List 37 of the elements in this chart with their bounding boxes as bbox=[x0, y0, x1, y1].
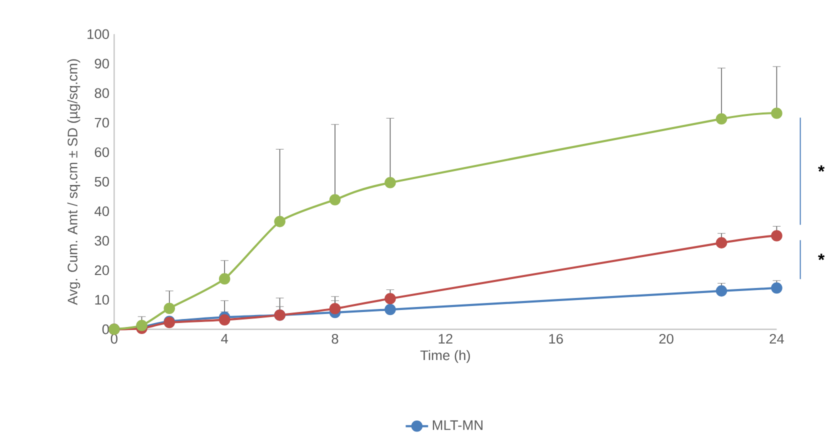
point bbox=[218, 273, 230, 284]
point bbox=[716, 237, 728, 248]
point bbox=[164, 302, 176, 314]
y-tick-label: 100 bbox=[88, 29, 109, 39]
point bbox=[384, 176, 396, 188]
point bbox=[384, 292, 396, 304]
point bbox=[329, 302, 341, 314]
y-tick-label: 40 bbox=[94, 206, 109, 216]
x-tick-label: 24 bbox=[770, 334, 784, 344]
y-tick-label: 90 bbox=[94, 58, 109, 68]
y-tick-label: 80 bbox=[94, 88, 109, 98]
y-axis-title: Avg. Cum. Amt / sq.cm ± SD (µg/sq.cm) bbox=[67, 59, 80, 305]
y-tick-label: 0 bbox=[102, 324, 109, 334]
y-tick-label: 70 bbox=[94, 118, 109, 128]
point bbox=[218, 314, 230, 326]
point bbox=[771, 108, 782, 119]
point bbox=[716, 113, 728, 124]
point bbox=[716, 285, 728, 297]
point bbox=[329, 194, 341, 206]
x-tick-label: 16 bbox=[549, 334, 563, 344]
point bbox=[771, 230, 782, 242]
text: * bbox=[818, 165, 825, 172]
point bbox=[384, 304, 396, 316]
y-tick-label: 60 bbox=[94, 147, 109, 158]
x-tick-label: 8 bbox=[332, 334, 338, 344]
y-tick-label: 20 bbox=[94, 265, 109, 276]
point bbox=[771, 282, 782, 294]
x-tick-label: 12 bbox=[438, 334, 452, 344]
x-tick-label: 20 bbox=[659, 334, 674, 344]
x-tick-label: 4 bbox=[221, 334, 228, 344]
y-tick-label: 50 bbox=[94, 176, 109, 187]
point bbox=[274, 216, 286, 228]
legend-label: MLT-MN bbox=[432, 420, 482, 430]
x-axis-title: Time (h) bbox=[420, 350, 470, 363]
text: * bbox=[818, 254, 825, 260]
y-tick-label: 10 bbox=[95, 294, 109, 305]
y-tick-label: 30 bbox=[94, 236, 109, 246]
